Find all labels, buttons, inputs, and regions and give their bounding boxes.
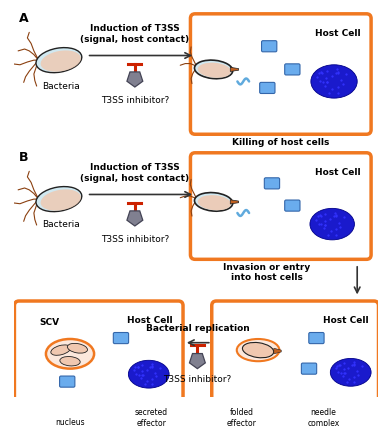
Ellipse shape [198, 63, 231, 79]
FancyBboxPatch shape [309, 333, 324, 344]
Text: T3SS inhibitor?: T3SS inhibitor? [163, 374, 232, 383]
Polygon shape [274, 348, 281, 354]
FancyBboxPatch shape [301, 363, 317, 374]
Text: needle
complex: needle complex [307, 407, 339, 426]
Text: B: B [19, 151, 29, 164]
Ellipse shape [242, 343, 274, 358]
Text: T3SS inhibitor?: T3SS inhibitor? [101, 96, 169, 105]
FancyBboxPatch shape [113, 333, 129, 344]
Text: Induction of T3SS
(signal, host contact): Induction of T3SS (signal, host contact) [80, 24, 189, 43]
Ellipse shape [330, 359, 371, 386]
Polygon shape [230, 200, 239, 204]
Text: SCV: SCV [40, 317, 60, 326]
Ellipse shape [67, 343, 87, 353]
Text: A: A [19, 12, 29, 25]
FancyBboxPatch shape [191, 153, 371, 260]
FancyBboxPatch shape [191, 15, 371, 135]
Ellipse shape [41, 51, 81, 72]
Text: T3SS inhibitor?: T3SS inhibitor? [101, 235, 169, 244]
Polygon shape [189, 354, 205, 369]
Polygon shape [127, 211, 143, 227]
Text: nucleus: nucleus [55, 417, 85, 426]
Ellipse shape [41, 190, 81, 211]
Text: Bacteria: Bacteria [42, 220, 80, 229]
FancyBboxPatch shape [261, 42, 277, 53]
Text: Invasion or entry
into host cells: Invasion or entry into host cells [223, 262, 310, 282]
Text: Bacterial replication: Bacterial replication [145, 323, 249, 332]
FancyBboxPatch shape [60, 376, 75, 387]
Ellipse shape [30, 414, 51, 426]
FancyBboxPatch shape [285, 201, 300, 212]
Ellipse shape [198, 196, 231, 211]
FancyBboxPatch shape [260, 83, 275, 94]
Ellipse shape [60, 357, 80, 366]
Text: Host Cell: Host Cell [315, 167, 361, 176]
FancyBboxPatch shape [264, 178, 279, 190]
FancyBboxPatch shape [15, 402, 375, 426]
FancyBboxPatch shape [15, 301, 183, 403]
FancyBboxPatch shape [282, 416, 303, 426]
Ellipse shape [51, 345, 71, 355]
Text: folded
effector: folded effector [227, 407, 256, 426]
Ellipse shape [310, 209, 354, 240]
Polygon shape [127, 73, 143, 88]
Ellipse shape [36, 49, 82, 74]
Text: Induction of T3SS
(signal, host contact): Induction of T3SS (signal, host contact) [80, 163, 189, 182]
Ellipse shape [194, 61, 233, 80]
Text: Bacteria: Bacteria [42, 81, 80, 90]
FancyBboxPatch shape [212, 301, 379, 403]
Text: Host Cell: Host Cell [127, 315, 173, 324]
Polygon shape [230, 68, 239, 72]
Ellipse shape [36, 187, 82, 212]
Text: Host Cell: Host Cell [323, 315, 368, 324]
Ellipse shape [237, 339, 279, 361]
Ellipse shape [128, 360, 169, 388]
Ellipse shape [46, 339, 94, 369]
Ellipse shape [194, 193, 233, 212]
Text: Killing of host cells: Killing of host cells [232, 138, 329, 147]
Text: secreted
effector: secreted effector [135, 407, 168, 426]
Text: Host Cell: Host Cell [315, 29, 361, 37]
Ellipse shape [280, 417, 286, 426]
Ellipse shape [311, 66, 357, 99]
FancyBboxPatch shape [209, 417, 222, 426]
FancyBboxPatch shape [285, 65, 300, 76]
